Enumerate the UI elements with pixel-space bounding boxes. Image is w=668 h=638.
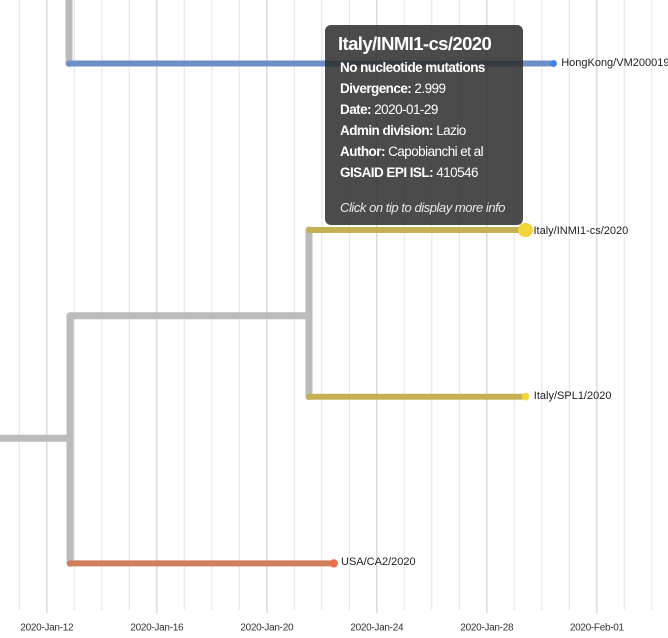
svg-text:Italy/INMI1-cs/2020: Italy/INMI1-cs/2020: [534, 225, 629, 237]
svg-text:Italy/SPL1/2020: Italy/SPL1/2020: [534, 390, 612, 402]
svg-text:2020-Jan-12: 2020-Jan-12: [20, 622, 74, 633]
svg-text:2020-Jan-24: 2020-Jan-24: [350, 622, 404, 633]
svg-text:HongKong/VM20001970/2020: HongKong/VM20001970/2020: [561, 57, 668, 69]
svg-text:USA/CA2/2020: USA/CA2/2020: [341, 556, 416, 568]
svg-text:2020-Jan-20: 2020-Jan-20: [240, 622, 294, 633]
svg-text:2020-Feb-01: 2020-Feb-01: [570, 622, 625, 633]
svg-text:2020-Jan-16: 2020-Jan-16: [130, 622, 184, 633]
svg-text:2020-Jan-28: 2020-Jan-28: [460, 622, 514, 633]
